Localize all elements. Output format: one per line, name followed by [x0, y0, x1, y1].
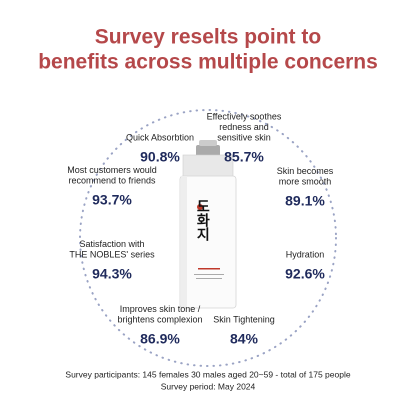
item-value: 92.6%	[285, 266, 325, 282]
footer-line: Survey period: May 2024	[161, 381, 256, 391]
title-line: Survey reselts point to	[95, 26, 321, 49]
item-label: Satisfaction with	[79, 239, 144, 249]
item-label: Quick Absorbtion	[126, 132, 194, 142]
item-label: Most customers would	[67, 165, 157, 175]
item-label: Effectively soothes	[207, 111, 282, 121]
item-label: Skin Tightening	[213, 314, 275, 324]
title-line: benefits across multiple concerns	[38, 51, 378, 74]
item-label: brightens complexion	[117, 314, 202, 324]
item-label: sensitive skin	[217, 132, 271, 142]
item-value: 84%	[230, 331, 259, 347]
item-value: 89.1%	[285, 193, 325, 209]
item-label: recommend to friends	[68, 175, 156, 185]
item-label: Hydration	[286, 249, 325, 259]
dotted-circle	[79, 109, 337, 367]
item-label: Skin becomes	[277, 166, 334, 176]
item-label: THE NOBLES' series	[69, 249, 155, 259]
item-label: more smooth	[279, 176, 332, 186]
item-value: 85.7%	[224, 149, 264, 165]
product-bottle: 도화지	[179, 140, 237, 309]
item-label: redness and	[219, 122, 269, 132]
product-label: 도화지	[195, 199, 211, 242]
item-value: 93.7%	[92, 192, 132, 208]
footer-line: Survey participants: 145 females 30 male…	[65, 369, 350, 379]
item-value: 90.8%	[140, 149, 180, 165]
item-label: Improves skin tone /	[120, 304, 201, 314]
item-value: 94.3%	[92, 266, 132, 282]
item-value: 86.9%	[140, 331, 180, 347]
